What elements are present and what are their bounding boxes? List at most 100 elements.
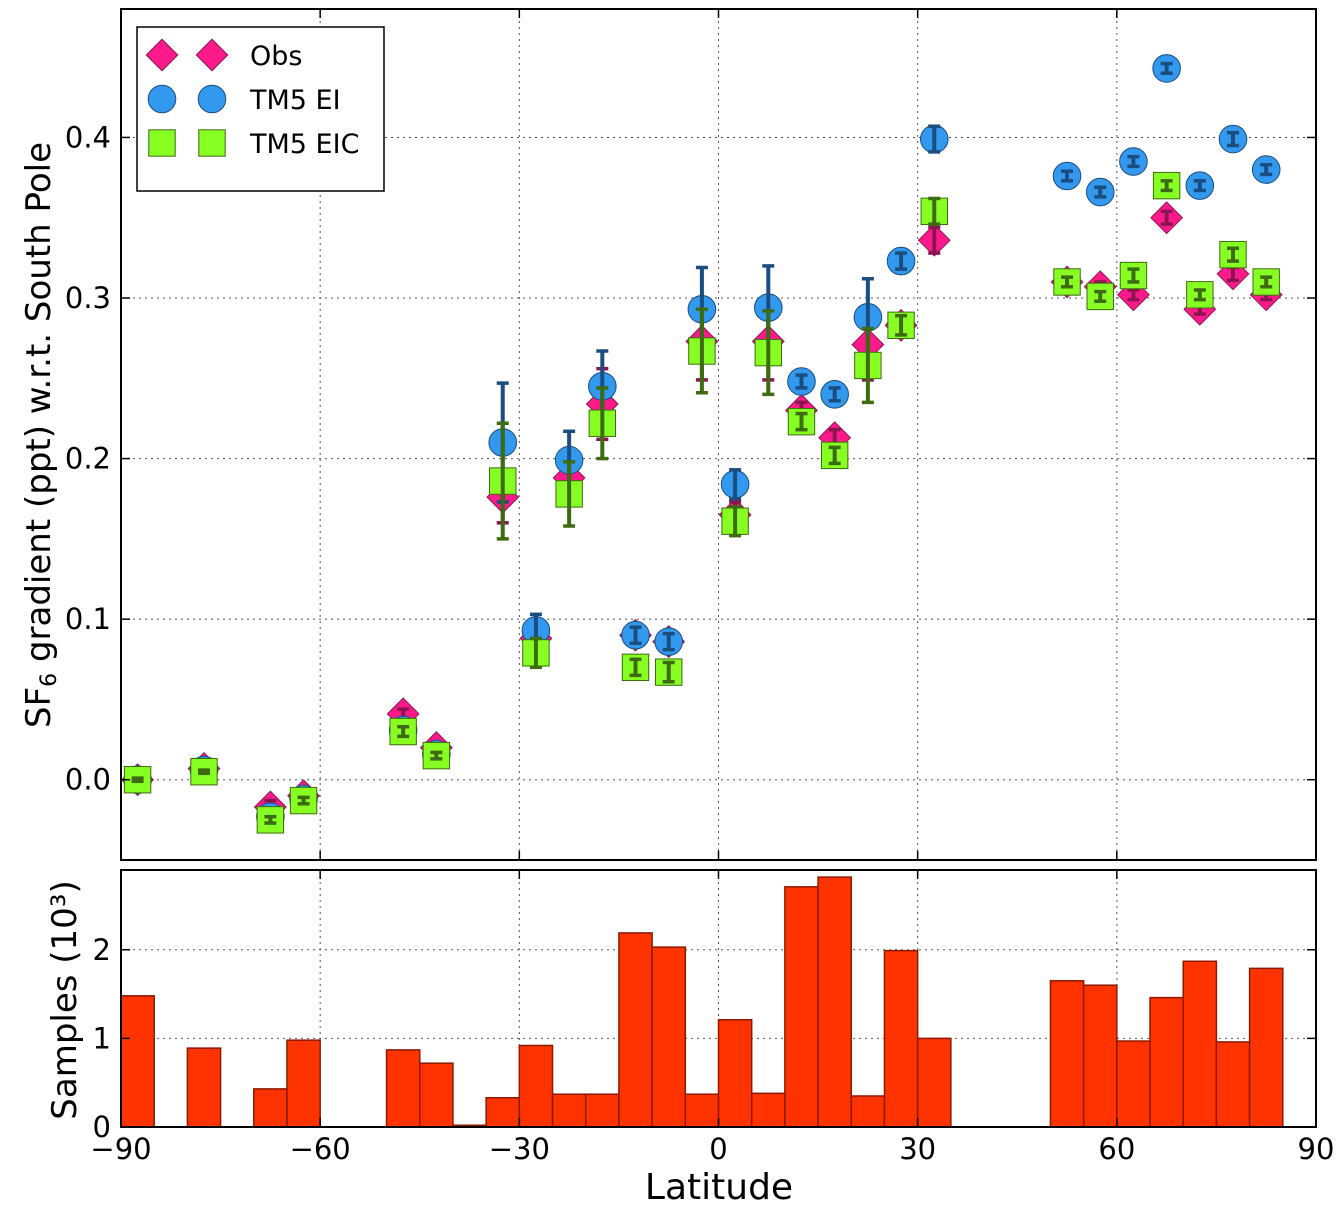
x-axis-label: Latitude <box>645 1167 793 1206</box>
error-bar <box>928 196 941 226</box>
error-bar <box>895 251 908 271</box>
histogram-y-tick-label: 0 <box>93 1110 111 1144</box>
legend-box <box>136 26 385 192</box>
error-bar <box>861 326 874 405</box>
error-bar <box>795 373 808 390</box>
histogram-bar <box>750 1092 786 1128</box>
error-bar <box>131 776 144 784</box>
x-tick-label: −60 <box>290 1132 351 1166</box>
histogram-bar <box>916 1037 952 1128</box>
histogram-y-tick-label: 2 <box>93 933 111 967</box>
error-bar <box>529 636 542 670</box>
histogram-bar <box>1082 984 1118 1128</box>
histogram-bar <box>850 1095 886 1128</box>
error-bar <box>895 313 908 337</box>
error-bar <box>729 505 742 538</box>
histogram-grid <box>121 870 1316 1127</box>
legend: Obs TM5 EI TM5 EIC <box>136 26 385 192</box>
scatter-y-axis-label: SF6 gradient (ppt) w.r.t. South Pole <box>19 142 62 728</box>
error-bar <box>828 445 841 466</box>
error-bar <box>662 631 675 652</box>
histogram-bar <box>485 1097 521 1128</box>
error-bar <box>1193 288 1206 302</box>
histogram-bar <box>518 1044 554 1128</box>
tm5-eic-marker <box>148 129 176 157</box>
histogram-bar <box>684 1093 720 1128</box>
histogram-bar <box>419 1062 454 1128</box>
histogram-bar <box>1248 967 1284 1128</box>
histogram-bars <box>120 876 1284 1128</box>
histogram-bar <box>385 1049 421 1128</box>
legend-item: Obs <box>145 38 302 72</box>
histogram-bar <box>784 886 819 1128</box>
scatter-y-tick-label: 0.4 <box>65 120 111 154</box>
scatter-y-tick-label: 0.3 <box>65 281 111 315</box>
histogram-bar <box>651 946 687 1128</box>
histogram-y-axis-label: Samples (10³) <box>45 880 85 1119</box>
error-bar <box>828 386 841 403</box>
x-tick-label: −30 <box>489 1132 550 1166</box>
series-tm5-eic <box>123 171 1280 834</box>
histogram-bar <box>186 1047 222 1128</box>
histogram-bar <box>1116 1040 1151 1128</box>
legend-label: TM5 EIC <box>249 129 359 160</box>
error-bar <box>1127 288 1140 302</box>
histogram-bar <box>717 1019 753 1128</box>
error-bar <box>297 795 310 806</box>
error-bar <box>197 768 210 776</box>
error-bar <box>629 657 642 678</box>
histogram-axis-ticks: −90 −60 −30 0 30 60 90 0 1 2 <box>90 870 1334 1166</box>
scatter-y-tick-label: 0.2 <box>65 442 111 476</box>
error-bar <box>1227 130 1240 148</box>
histogram-y-tick-label: 1 <box>93 1021 111 1055</box>
scatter-y-tick-label: 0.1 <box>65 602 111 636</box>
histogram-bar <box>1182 960 1218 1128</box>
error-bar <box>1193 179 1206 193</box>
error-bar <box>928 124 941 154</box>
error-bar <box>1160 209 1173 226</box>
error-bar <box>1260 275 1273 289</box>
error-bar <box>563 460 576 528</box>
histogram-bar <box>1049 980 1085 1128</box>
tm5-eic-marker <box>198 129 226 157</box>
histogram-bar <box>584 1093 620 1128</box>
error-bar <box>264 814 277 825</box>
histogram-bar <box>817 876 853 1128</box>
error-bar <box>1094 185 1107 199</box>
error-bar <box>729 468 742 501</box>
error-bar <box>1260 162 1273 177</box>
error-bar <box>397 724 410 739</box>
x-tick-label: 90 <box>1298 1132 1335 1166</box>
histogram-bar <box>1215 1041 1251 1128</box>
error-bar <box>430 750 443 761</box>
error-bar <box>795 411 808 432</box>
obs-marker <box>195 38 229 72</box>
legend-label: Obs <box>250 41 302 72</box>
error-bar <box>695 307 708 395</box>
error-bar <box>596 386 609 461</box>
error-bar <box>629 625 642 645</box>
error-bar <box>1127 267 1140 284</box>
error-bar <box>1094 289 1107 303</box>
x-tick-label: 60 <box>1098 1132 1135 1166</box>
histogram-panel: −90 −60 −30 0 30 60 90 0 1 2 Samples (10³) Latitu… <box>45 869 1334 1208</box>
tm5-ei-marker <box>147 84 177 114</box>
x-tick-label: −90 <box>90 1132 151 1166</box>
histogram-bar <box>551 1093 587 1128</box>
histogram-bar <box>286 1039 321 1128</box>
histogram-bar <box>253 1088 288 1128</box>
scatter-markers <box>121 54 1283 834</box>
error-bar <box>1160 61 1173 75</box>
tm5-eic-marker <box>422 741 451 770</box>
x-tick-label: 0 <box>709 1132 727 1166</box>
tm5-eic-marker <box>1219 240 1247 269</box>
error-bar <box>1127 154 1140 169</box>
scatter-y-tick-label: 0.0 <box>65 763 111 797</box>
legend-label: TM5 EI <box>249 85 341 116</box>
scatter-y-ticks: 0.0 0.1 0.2 0.3 0.4 <box>65 9 1317 860</box>
error-bar <box>662 660 675 684</box>
tm5-ei-marker <box>197 84 227 114</box>
histogram-bar <box>883 949 919 1128</box>
legend-item: TM5 EI <box>147 84 341 116</box>
